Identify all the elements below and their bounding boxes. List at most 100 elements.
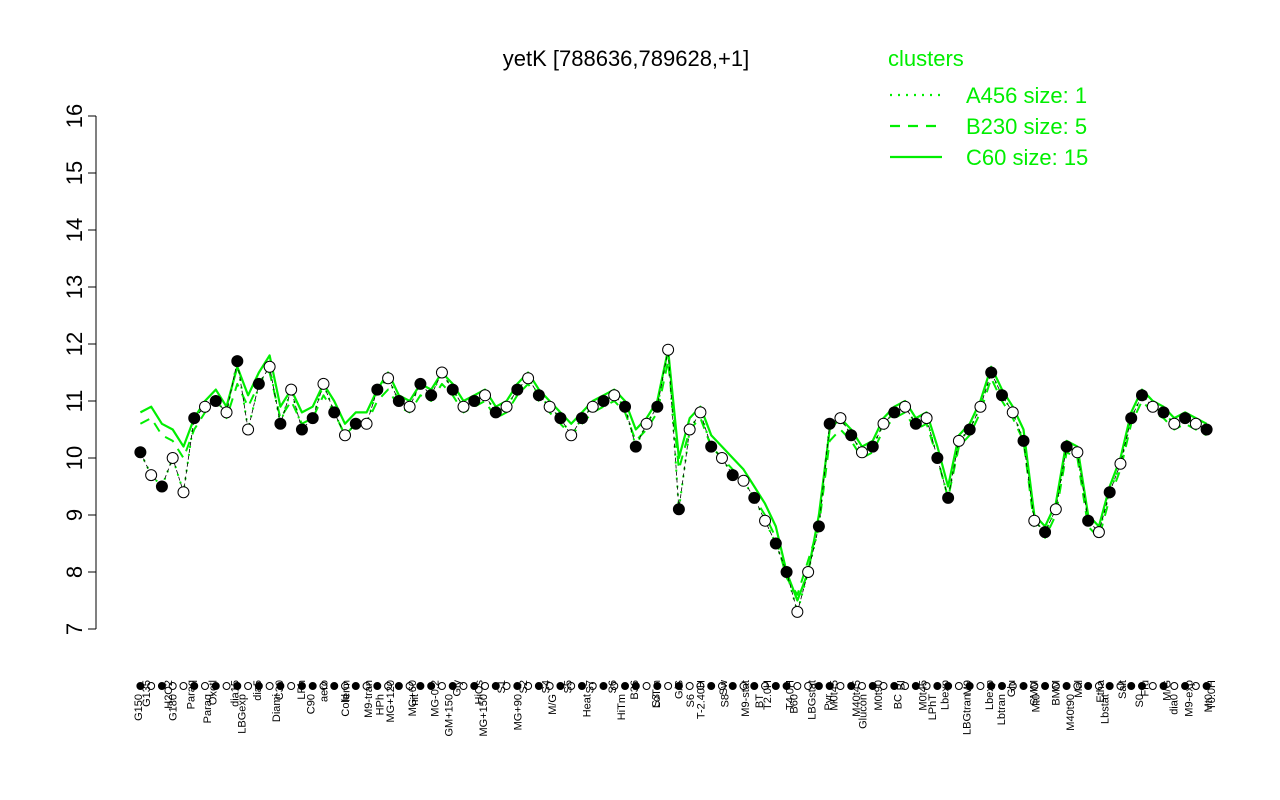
points-connector [140, 349, 1207, 614]
data-point [586, 400, 599, 413]
data-point [1168, 417, 1181, 430]
series-line-A456 [139, 348, 1208, 613]
x-rug-mark [244, 682, 253, 690]
x-tick-label: M9-exp [1184, 680, 1196, 717]
data-point [769, 537, 782, 550]
data-point [392, 395, 405, 407]
x-rug-mark [1041, 682, 1050, 690]
x-rug-mark [136, 682, 145, 690]
x-tick-label: S3 [651, 694, 663, 707]
x-rug-mark [308, 682, 317, 690]
x-rug-mark [341, 682, 350, 690]
x-tick-label: T4.0H [784, 680, 796, 710]
x-tick-label: MG+60 [407, 680, 419, 716]
data-point [694, 406, 707, 419]
data-point [306, 412, 319, 425]
x-rug-mark [330, 682, 339, 690]
x-rug-mark [588, 682, 597, 690]
x-rug-mark [879, 682, 888, 690]
x-rug-mark [481, 682, 490, 690]
x-tick-label: Lbexp [940, 680, 952, 710]
data-point [489, 406, 502, 419]
data-point [791, 605, 804, 618]
x-tick-label: B60 [789, 694, 801, 714]
x-tick-label: ferm [341, 680, 353, 702]
x-rug-mark [319, 682, 328, 690]
data-point [963, 423, 976, 436]
data-point [231, 355, 244, 368]
x-rug-mark [534, 682, 543, 690]
x-rug-mark [922, 682, 931, 690]
x-rug-mark [351, 682, 360, 690]
x-rug-mark [1073, 682, 1082, 690]
x-tick-label: Glucon [858, 694, 870, 729]
x-tick-label: Paraq [202, 694, 214, 723]
series-line-B230 [139, 360, 1208, 596]
data-point [1114, 457, 1127, 470]
x-tick-label: M40t90 [1065, 694, 1077, 731]
data-point [188, 412, 201, 425]
x-tick-label: HiOs [474, 680, 486, 705]
x-tick-label: T0.0H [1206, 680, 1218, 710]
data-point [252, 377, 265, 390]
x-rug-mark [179, 682, 188, 690]
x-tick-label: SMM [1028, 680, 1040, 706]
legend-item-label: B230 size: 5 [966, 114, 1087, 139]
x-rug-mark [276, 682, 285, 690]
x-rug-mark [1127, 682, 1136, 690]
x-tick-label: MG-0.2 [429, 680, 441, 717]
x-tick-label: aero [318, 680, 330, 702]
data-point [931, 452, 944, 464]
x-tick-label: dia5 [252, 680, 264, 701]
x-rug-mark [1051, 682, 1060, 690]
x-rug-mark [1062, 682, 1071, 690]
x-tick-label: Lbtran [996, 694, 1008, 725]
x-rug-mark [1148, 682, 1157, 690]
x-rug-mark [836, 682, 845, 690]
data-point [328, 406, 341, 419]
x-rug-mark [437, 682, 446, 690]
data-point [263, 360, 276, 373]
x-tick-label: S6 [607, 680, 619, 693]
data-point [759, 514, 772, 527]
x-rug-mark [524, 682, 533, 690]
data-point [1092, 526, 1105, 539]
x-tick-label: M0t90 [873, 680, 885, 711]
x-tick-label: M0t45 [829, 680, 841, 711]
data-point [371, 383, 384, 396]
data-point [339, 429, 352, 442]
x-rug-mark [157, 682, 166, 690]
data-point [349, 417, 362, 430]
x-tick-label: G135 [141, 680, 153, 707]
x-tick-label: M9 [962, 680, 974, 695]
data-point [425, 389, 438, 402]
data-point [522, 372, 535, 385]
data-point [500, 400, 513, 413]
x-tick-label: Heat [582, 694, 594, 717]
x-rug-mark [933, 682, 942, 690]
x-rug-mark [297, 682, 306, 690]
data-point [155, 480, 168, 493]
x-rug-mark [545, 682, 554, 690]
data-point [899, 400, 912, 413]
x-rug-mark [1030, 682, 1039, 690]
data-point [145, 469, 158, 482]
series-line-C60 [139, 348, 1208, 602]
x-rug-mark [1084, 682, 1093, 690]
x-tick-label: G150 [133, 694, 145, 721]
y-tick-label: 11 [62, 390, 87, 413]
data-point [435, 366, 448, 379]
x-tick-label: dia0 [1168, 694, 1180, 715]
y-tick-label: 16 [62, 104, 87, 128]
y-tick-label: 9 [62, 509, 87, 521]
x-tick-label: T-2.40H [696, 680, 708, 719]
x-rug-mark [868, 682, 877, 690]
data-point [812, 520, 825, 533]
x-tick-label: C90 [305, 694, 317, 714]
x-rug-mark [1008, 682, 1017, 690]
x-tick-label: Mt0 [1203, 694, 1215, 712]
x-tick-label: S0 [1134, 694, 1146, 707]
data-point [726, 469, 739, 482]
data-point [199, 400, 212, 413]
data-point [1200, 423, 1213, 436]
